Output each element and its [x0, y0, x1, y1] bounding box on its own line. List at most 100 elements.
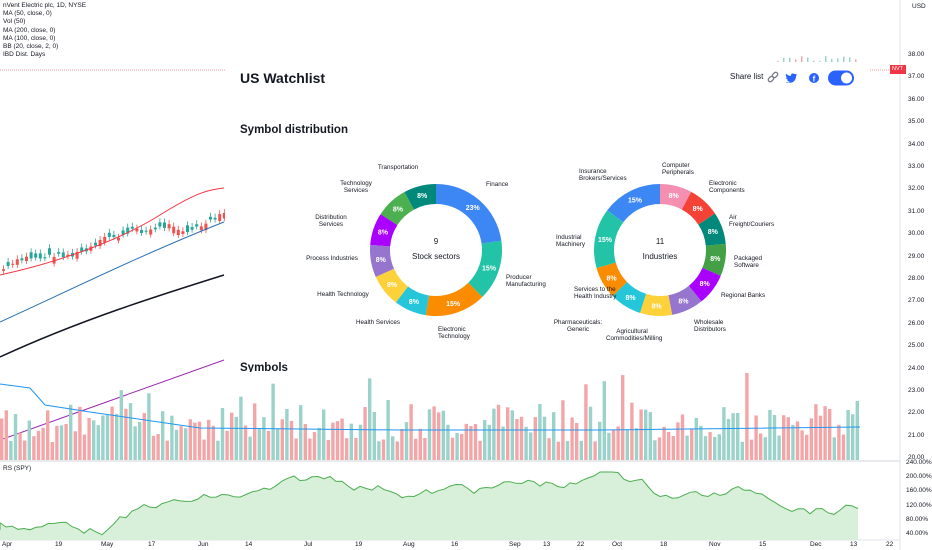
volume-bar [156, 433, 160, 460]
volume-bar [276, 428, 280, 460]
candle-body [218, 214, 222, 221]
segment-label: Health Services [355, 319, 401, 326]
volume-bar [501, 426, 505, 460]
rs-tick-label: 240.00% [906, 459, 932, 466]
segment-label: Air Freight/Couriers [729, 214, 775, 229]
candle-body [199, 226, 203, 231]
segment-label: Packaged Software [734, 255, 763, 270]
volume-bar [211, 425, 215, 460]
volume-bar [322, 409, 326, 460]
time-tick-label: 22 [577, 541, 585, 548]
volume-bar [41, 427, 45, 460]
volume-bar [460, 433, 464, 460]
time-tick-label: 13 [543, 541, 551, 548]
volume-bar [285, 408, 289, 460]
candle-body [75, 251, 79, 259]
volume-bar [529, 432, 533, 460]
volume-bar [464, 423, 468, 460]
volume-bar [849, 57, 851, 66]
price-tick-label: 38.00 [908, 51, 925, 58]
donut-segment [702, 243, 727, 276]
volume-bar [588, 406, 593, 460]
volume-bar [280, 419, 284, 460]
donut-segment [369, 244, 394, 277]
volume-bar [634, 428, 639, 460]
donut-segment [425, 282, 483, 316]
volume-bar [331, 422, 335, 460]
donut-count: 11 [655, 237, 665, 246]
link-icon[interactable] [767, 71, 779, 83]
volume-bar [801, 56, 803, 65]
volume-bar [23, 440, 27, 460]
volume-bar [151, 435, 156, 460]
donut-segment [370, 214, 398, 247]
rs-line [0, 471, 859, 536]
volume-bar [607, 432, 611, 460]
volume-bar [783, 57, 785, 66]
segment-label: Process Industries [306, 255, 358, 262]
candle-body [112, 234, 116, 238]
volume-bar [308, 438, 312, 460]
price-tag-bg [890, 65, 906, 74]
candle-body [61, 252, 65, 258]
twitter-icon[interactable] [785, 73, 798, 83]
volume-bar [326, 439, 330, 460]
volume-bar [814, 404, 818, 460]
donut-segment [681, 191, 716, 225]
price-tick-label: 31.00 [908, 207, 925, 215]
volume-bar [36, 430, 41, 460]
candle-body [20, 258, 24, 261]
price-tick-label: 25.00 [908, 342, 925, 350]
volume-bar [202, 439, 206, 460]
volume-bar [786, 417, 790, 460]
volume-bar [133, 426, 137, 460]
volume-bar [722, 407, 726, 460]
segment-label: Wholesale Distributors [694, 319, 726, 334]
rs-tick-label: 160.00% [906, 487, 932, 495]
volume-bar [358, 424, 363, 460]
volume-bar [184, 428, 188, 460]
volume-bar [234, 416, 238, 460]
volume-bar [423, 437, 427, 460]
volume-bar [418, 428, 422, 460]
price-tick-label: 34.00 [908, 140, 925, 148]
candle-body [140, 229, 143, 234]
candle-body [204, 223, 208, 231]
rs-tick-label: 40.00% [906, 530, 929, 537]
volume-bar [754, 415, 758, 460]
volume-bar [18, 432, 22, 460]
candle-body [176, 229, 180, 236]
volume-bar [312, 432, 317, 460]
rs-tick-label: 80.00% [906, 515, 929, 523]
volume-bar [73, 431, 77, 460]
volume-bar [27, 420, 31, 460]
volume-bar [363, 407, 367, 460]
rs-title: RS (SPY) [3, 465, 32, 472]
facebook-icon[interactable] [809, 73, 819, 83]
candle-body [103, 236, 107, 243]
share-label[interactable]: Share list [730, 72, 764, 81]
donut-segment [404, 184, 436, 210]
segment-value-label: 8% [409, 299, 420, 306]
legend-entry: Vol (50) [3, 18, 26, 26]
volume-bar [64, 423, 68, 460]
volume-bar [685, 435, 689, 460]
candle-body [117, 237, 120, 241]
segment-value-label: 8% [678, 298, 689, 305]
volume-bar [542, 416, 547, 460]
volume-bar [414, 438, 418, 460]
volume-bar [50, 441, 54, 460]
donut-segment [698, 213, 726, 246]
chart-legend: nVent Electric plc, 1D, NYSE MA (50, clos… [3, 2, 86, 59]
volume-bar [243, 425, 248, 460]
segment-value-label: 15% [628, 197, 643, 204]
candle-body [11, 263, 15, 265]
segment-label: Agricultural Commodities/Milling [606, 328, 663, 343]
candle-body [94, 242, 97, 246]
volume-bar [395, 441, 399, 460]
price-tick-label: 23.00 [908, 387, 925, 394]
volume-bar [825, 56, 827, 65]
volume-bar [230, 412, 234, 460]
volume-bar [625, 429, 629, 460]
